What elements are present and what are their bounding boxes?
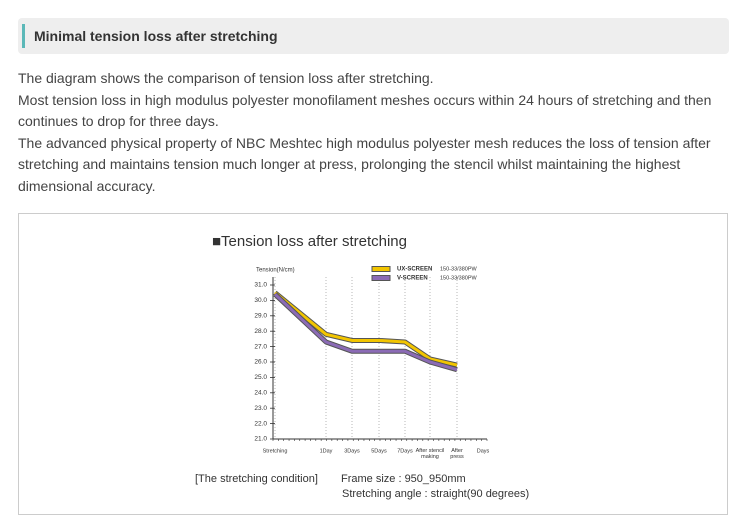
paragraph: Most tension loss in high modulus polyes… <box>18 91 712 130</box>
legend-swatch <box>371 275 391 281</box>
y-tick-label: 23.0 <box>254 405 267 412</box>
y-tick-label: 30.0 <box>254 297 267 304</box>
y-tick-label: 25.0 <box>254 374 267 381</box>
x-tick-label: 3Days <box>344 448 360 454</box>
caption: Stretching angle : straight(90 degrees) <box>342 488 529 500</box>
legend-name: UX-SCREEN <box>397 267 432 273</box>
x-tick-label: 7Days <box>397 448 413 454</box>
chart-title: ■Tension loss after stretching <box>212 233 407 250</box>
paragraph: The diagram shows the comparison of tens… <box>18 70 434 86</box>
y-tick-label: 22.0 <box>254 420 267 427</box>
y-tick-label: 24.0 <box>254 390 267 397</box>
chart-box: ■Tension loss after stretching Tension(N… <box>18 213 728 515</box>
y-axis-label: Tension(N/cm) <box>256 268 295 274</box>
line <box>273 293 458 372</box>
y-tick-label: 26.0 <box>254 359 267 366</box>
legend-mesh: 150-33/380PW <box>440 266 477 272</box>
paragraph: The advanced physical property of NBC Me… <box>18 134 711 194</box>
y-tick-label: 31.0 <box>254 282 267 289</box>
line <box>274 291 458 367</box>
caption: [The stretching condition] <box>195 473 318 485</box>
accent-bar <box>22 24 25 48</box>
x-tick-label: 5Days <box>371 448 387 454</box>
caption: Frame size : 950_950mm <box>341 473 466 485</box>
y-tick-label: 27.0 <box>254 343 267 350</box>
y-tick-label: 21.0 <box>254 436 267 443</box>
section-header: Minimal tension loss after stretching <box>18 18 729 54</box>
x-tick-label: After press <box>450 448 464 460</box>
body-text: The diagram shows the comparison of tens… <box>18 68 723 197</box>
x-tick-label: After stencil making <box>416 448 445 460</box>
y-tick-label: 28.0 <box>254 328 267 335</box>
legend-name: V-SCREEN <box>397 276 428 282</box>
chart: ■Tension loss after stretching Tension(N… <box>195 233 529 500</box>
x-axis-label: Days <box>477 448 490 454</box>
section-title: Minimal tension loss after stretching <box>34 28 278 44</box>
x-tick-label: Stretching <box>263 448 288 454</box>
x-tick-label: 1Day <box>320 448 333 454</box>
legend-swatch <box>371 266 391 272</box>
y-tick-label: 29.0 <box>254 313 267 320</box>
legend-mesh: 150-33/380PW <box>440 275 477 281</box>
